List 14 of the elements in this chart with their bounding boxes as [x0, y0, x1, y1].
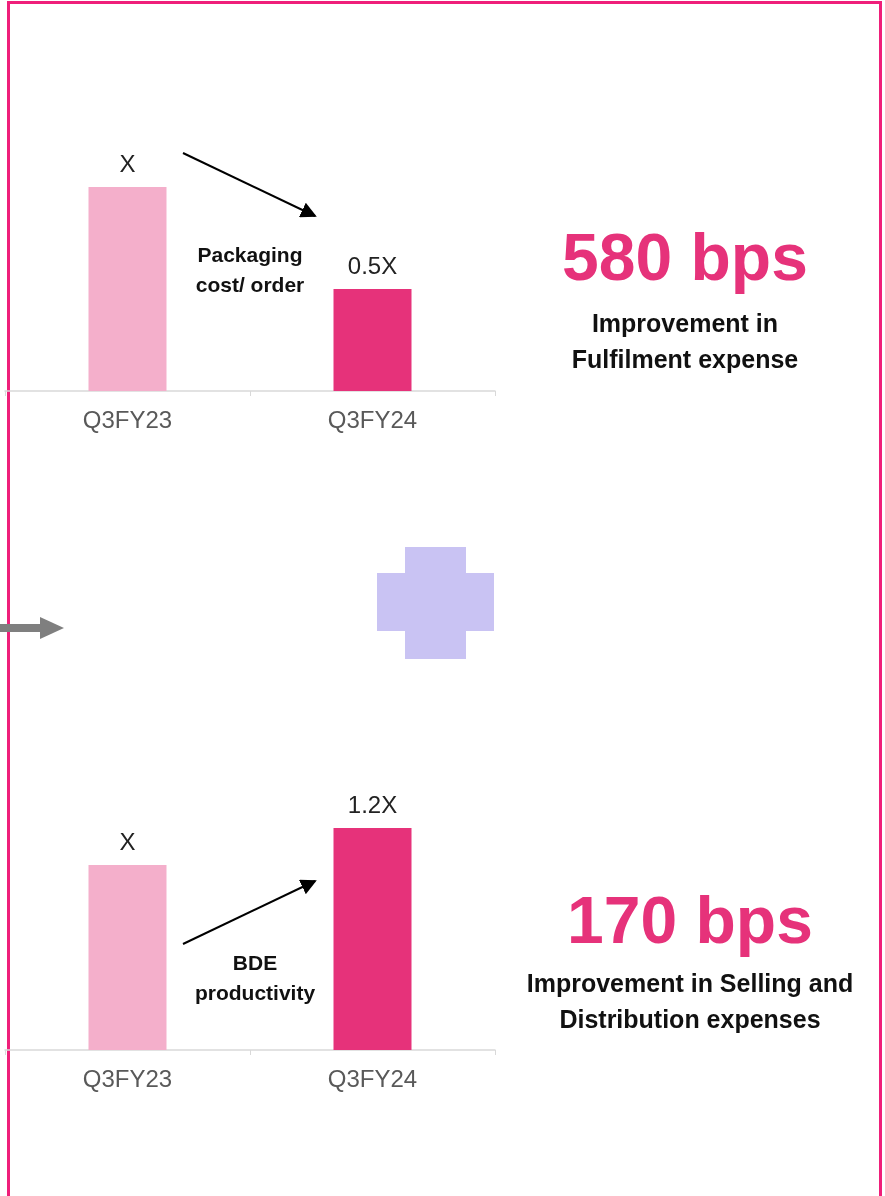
text: 170 bps — [566, 883, 814, 957]
x-tick-label: Q3FY23 — [82, 405, 173, 433]
x-tick-label: Q3FY23 — [82, 1064, 173, 1092]
data-label: X — [119, 149, 136, 177]
text: 580 bps — [561, 220, 809, 294]
text: Improvement in Selling and Distribution expenses — [525, 968, 855, 1035]
annotation: BDE productivity — [193, 950, 317, 1006]
data-label: 0.5X — [347, 251, 398, 279]
x-tick-label: Q3FY24 — [327, 405, 418, 433]
data-label: 1.2X — [347, 790, 398, 818]
data-label: X — [119, 827, 136, 855]
annotation: Packaging cost/ order — [194, 242, 306, 298]
text: Improvement in Fulfilment expense — [570, 308, 800, 375]
x-tick-label: Q3FY24 — [327, 1064, 418, 1092]
